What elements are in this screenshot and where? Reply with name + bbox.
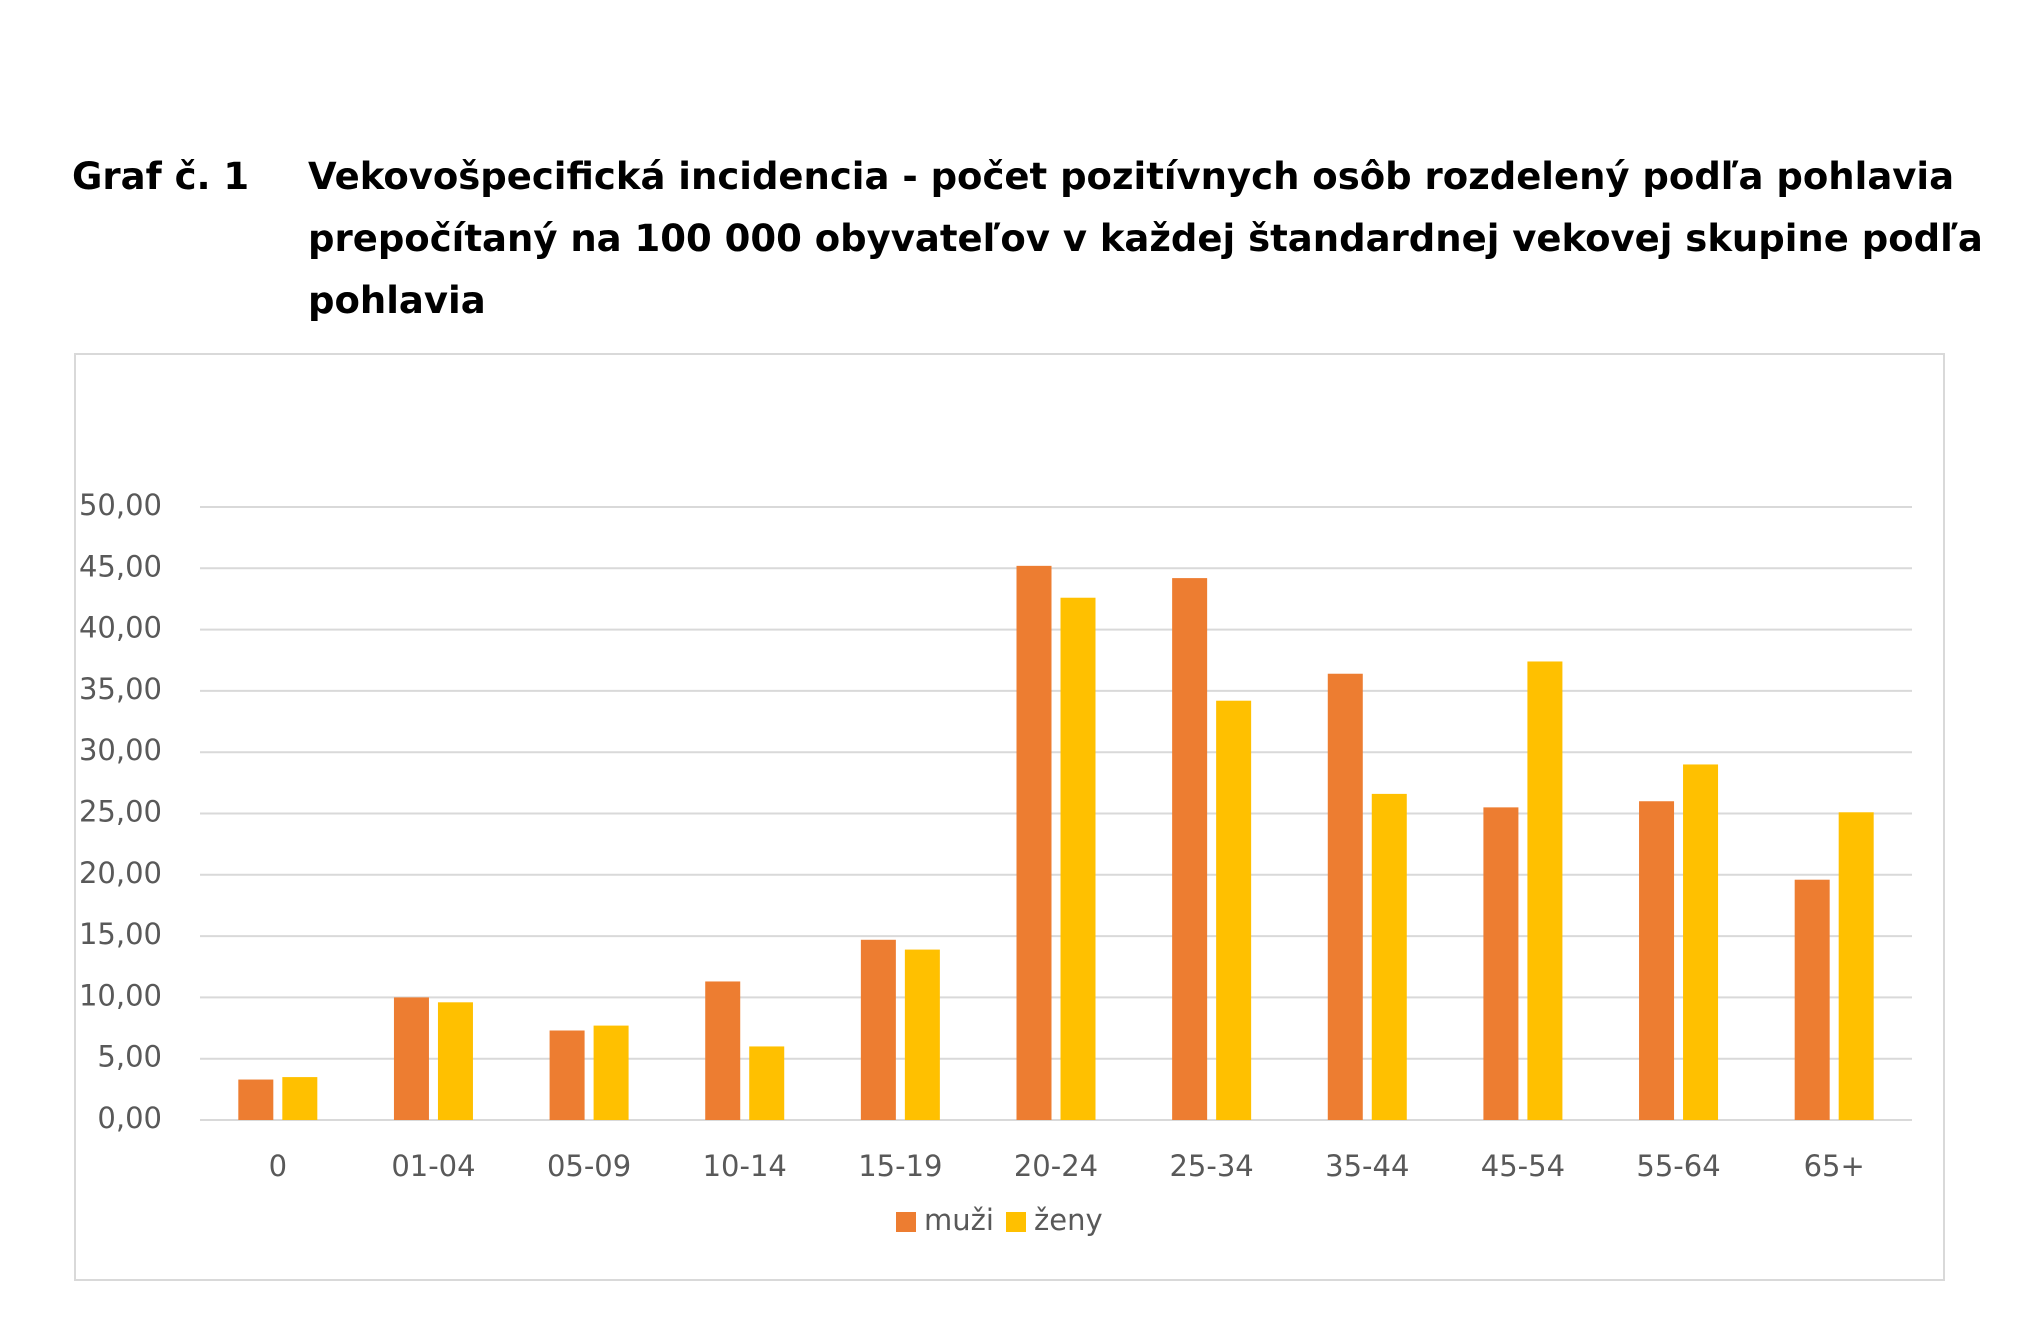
x-tick-label: 15-19 (858, 1149, 942, 1183)
bar (1327, 673, 1363, 1120)
bar (282, 1077, 318, 1120)
y-tick-label: 0,00 (97, 1101, 162, 1135)
y-tick-label: 40,00 (79, 611, 162, 645)
y-tick-label: 10,00 (79, 978, 162, 1012)
y-tick-label: 20,00 (79, 856, 162, 890)
bar (860, 939, 896, 1120)
chart-frame (74, 353, 1945, 1281)
x-tick-label: 0 (269, 1149, 287, 1183)
y-tick-label: 25,00 (79, 795, 162, 829)
bar (1216, 700, 1252, 1120)
bar (1683, 764, 1719, 1120)
y-tick-label: 30,00 (79, 733, 162, 767)
legend-swatch (1006, 1212, 1026, 1232)
bar (1371, 793, 1407, 1120)
bar (705, 981, 741, 1120)
x-tick-label: 01-04 (391, 1149, 475, 1183)
bar (238, 1079, 274, 1120)
legend-swatch (896, 1212, 916, 1232)
y-tick-label: 15,00 (79, 917, 162, 951)
x-tick-label: 20-24 (1014, 1149, 1098, 1183)
bar (1172, 578, 1208, 1120)
bar (1060, 597, 1096, 1120)
chart-title-line: Vekovošpecifická incidencia - počet pozi… (308, 155, 1955, 198)
bar (1838, 812, 1874, 1120)
bar (1527, 661, 1563, 1120)
bar (1639, 801, 1675, 1120)
chart-label: Graf č. 1 (72, 155, 250, 198)
y-tick-label: 50,00 (79, 488, 162, 522)
bar (1794, 879, 1830, 1120)
chart-title-line: pohlavia (308, 279, 486, 322)
legend-label: ženy (1034, 1203, 1103, 1237)
x-tick-label: 35-44 (1325, 1149, 1409, 1183)
bar (437, 1002, 473, 1120)
y-tick-label: 45,00 (79, 549, 162, 583)
bar (904, 949, 940, 1120)
x-tick-label: 05-09 (547, 1149, 631, 1183)
x-tick-label: 25-34 (1169, 1149, 1253, 1183)
y-tick-label: 5,00 (97, 1040, 162, 1074)
x-tick-label: 10-14 (703, 1149, 787, 1183)
bar (549, 1030, 585, 1120)
bar (1016, 565, 1052, 1120)
bar (749, 1046, 785, 1120)
y-tick-label: 35,00 (79, 672, 162, 706)
chart-title-line: prepočítaný na 100 000 obyvateľov v každ… (308, 217, 1983, 260)
x-tick-label: 45-54 (1481, 1149, 1565, 1183)
x-tick-label: 55-64 (1636, 1149, 1720, 1183)
bar (593, 1025, 629, 1120)
bar (393, 997, 429, 1120)
bar (1483, 807, 1519, 1120)
x-tick-label: 65+ (1804, 1149, 1865, 1183)
legend-label: muži (924, 1203, 994, 1237)
